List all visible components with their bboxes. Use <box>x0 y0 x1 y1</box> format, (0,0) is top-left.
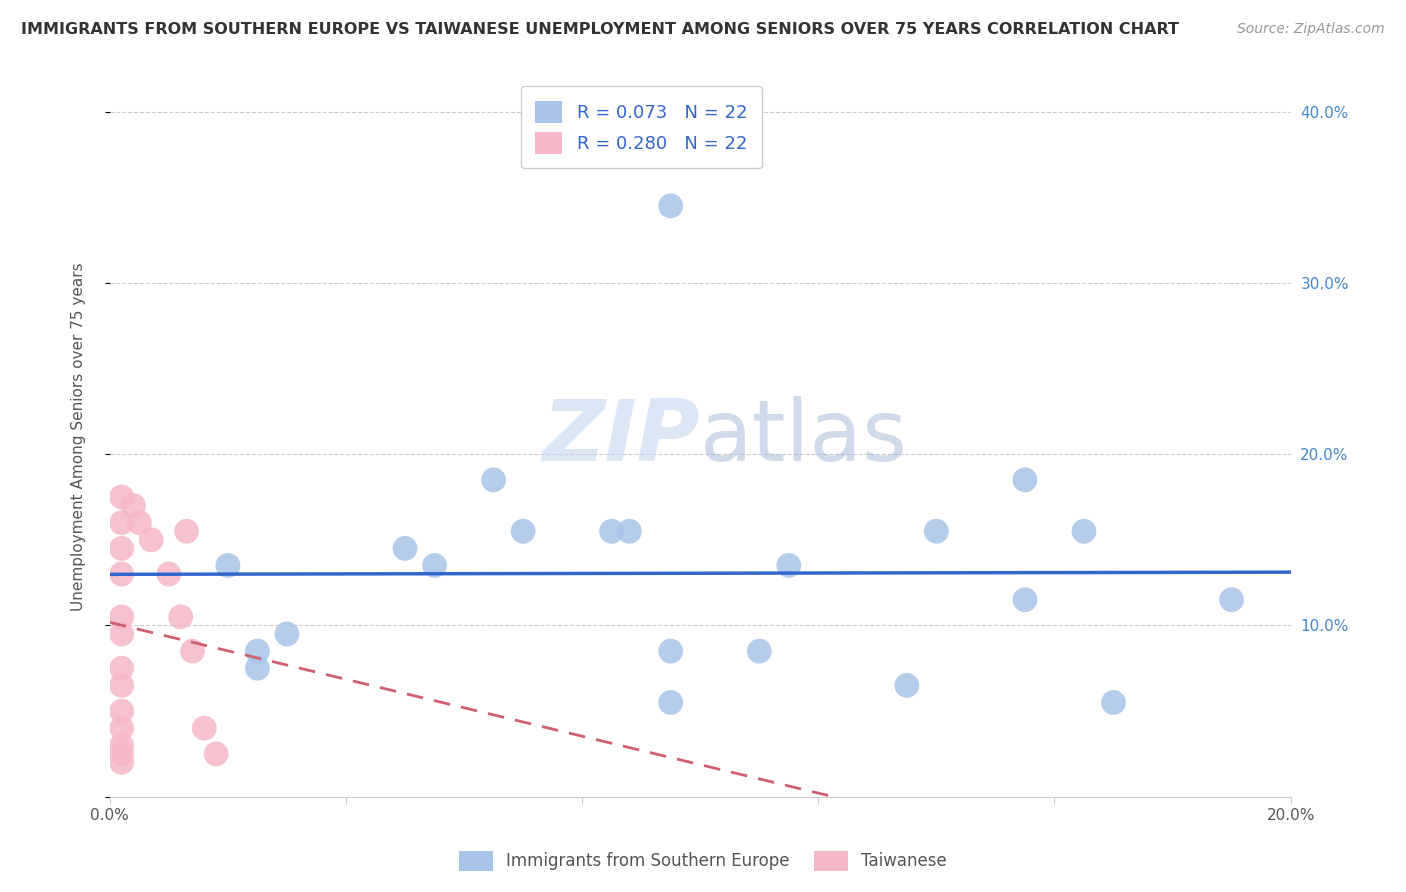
Point <box>111 567 134 582</box>
Point <box>1073 524 1095 539</box>
Point <box>111 756 134 770</box>
Point <box>1102 696 1125 710</box>
Text: ZIP: ZIP <box>543 395 700 478</box>
Point <box>748 644 770 658</box>
Point <box>111 678 134 692</box>
Point <box>482 473 505 487</box>
Point <box>1220 592 1243 607</box>
Legend: Immigrants from Southern Europe, Taiwanese: Immigrants from Southern Europe, Taiwane… <box>451 842 955 880</box>
Point <box>141 533 163 547</box>
Point <box>600 524 623 539</box>
Point <box>181 644 204 658</box>
Y-axis label: Unemployment Among Seniors over 75 years: Unemployment Among Seniors over 75 years <box>72 263 86 611</box>
Point <box>512 524 534 539</box>
Point <box>111 490 134 504</box>
Point <box>276 627 298 641</box>
Point <box>111 739 134 753</box>
Point <box>111 627 134 641</box>
Point <box>659 644 682 658</box>
Point <box>128 516 150 530</box>
Point <box>423 558 446 573</box>
Point <box>246 661 269 675</box>
Point <box>111 661 134 675</box>
Point <box>111 721 134 735</box>
Point <box>1014 473 1036 487</box>
Point <box>659 199 682 213</box>
Point <box>170 610 193 624</box>
Point <box>659 696 682 710</box>
Text: IMMIGRANTS FROM SOUTHERN EUROPE VS TAIWANESE UNEMPLOYMENT AMONG SENIORS OVER 75 : IMMIGRANTS FROM SOUTHERN EUROPE VS TAIWA… <box>21 22 1180 37</box>
Point <box>246 644 269 658</box>
Point <box>157 567 180 582</box>
Point <box>205 747 228 761</box>
Point <box>778 558 800 573</box>
Point <box>925 524 948 539</box>
Point <box>111 541 134 556</box>
Legend: R = 0.073   N = 22, R = 0.280   N = 22: R = 0.073 N = 22, R = 0.280 N = 22 <box>520 87 762 169</box>
Point <box>176 524 198 539</box>
Point <box>217 558 239 573</box>
Point <box>193 721 215 735</box>
Point <box>111 516 134 530</box>
Point <box>394 541 416 556</box>
Text: atlas: atlas <box>700 395 908 478</box>
Point <box>122 499 145 513</box>
Point <box>1014 592 1036 607</box>
Point <box>619 524 641 539</box>
Point <box>896 678 918 692</box>
Text: Source: ZipAtlas.com: Source: ZipAtlas.com <box>1237 22 1385 37</box>
Point <box>111 704 134 718</box>
Point <box>111 610 134 624</box>
Point <box>111 747 134 761</box>
